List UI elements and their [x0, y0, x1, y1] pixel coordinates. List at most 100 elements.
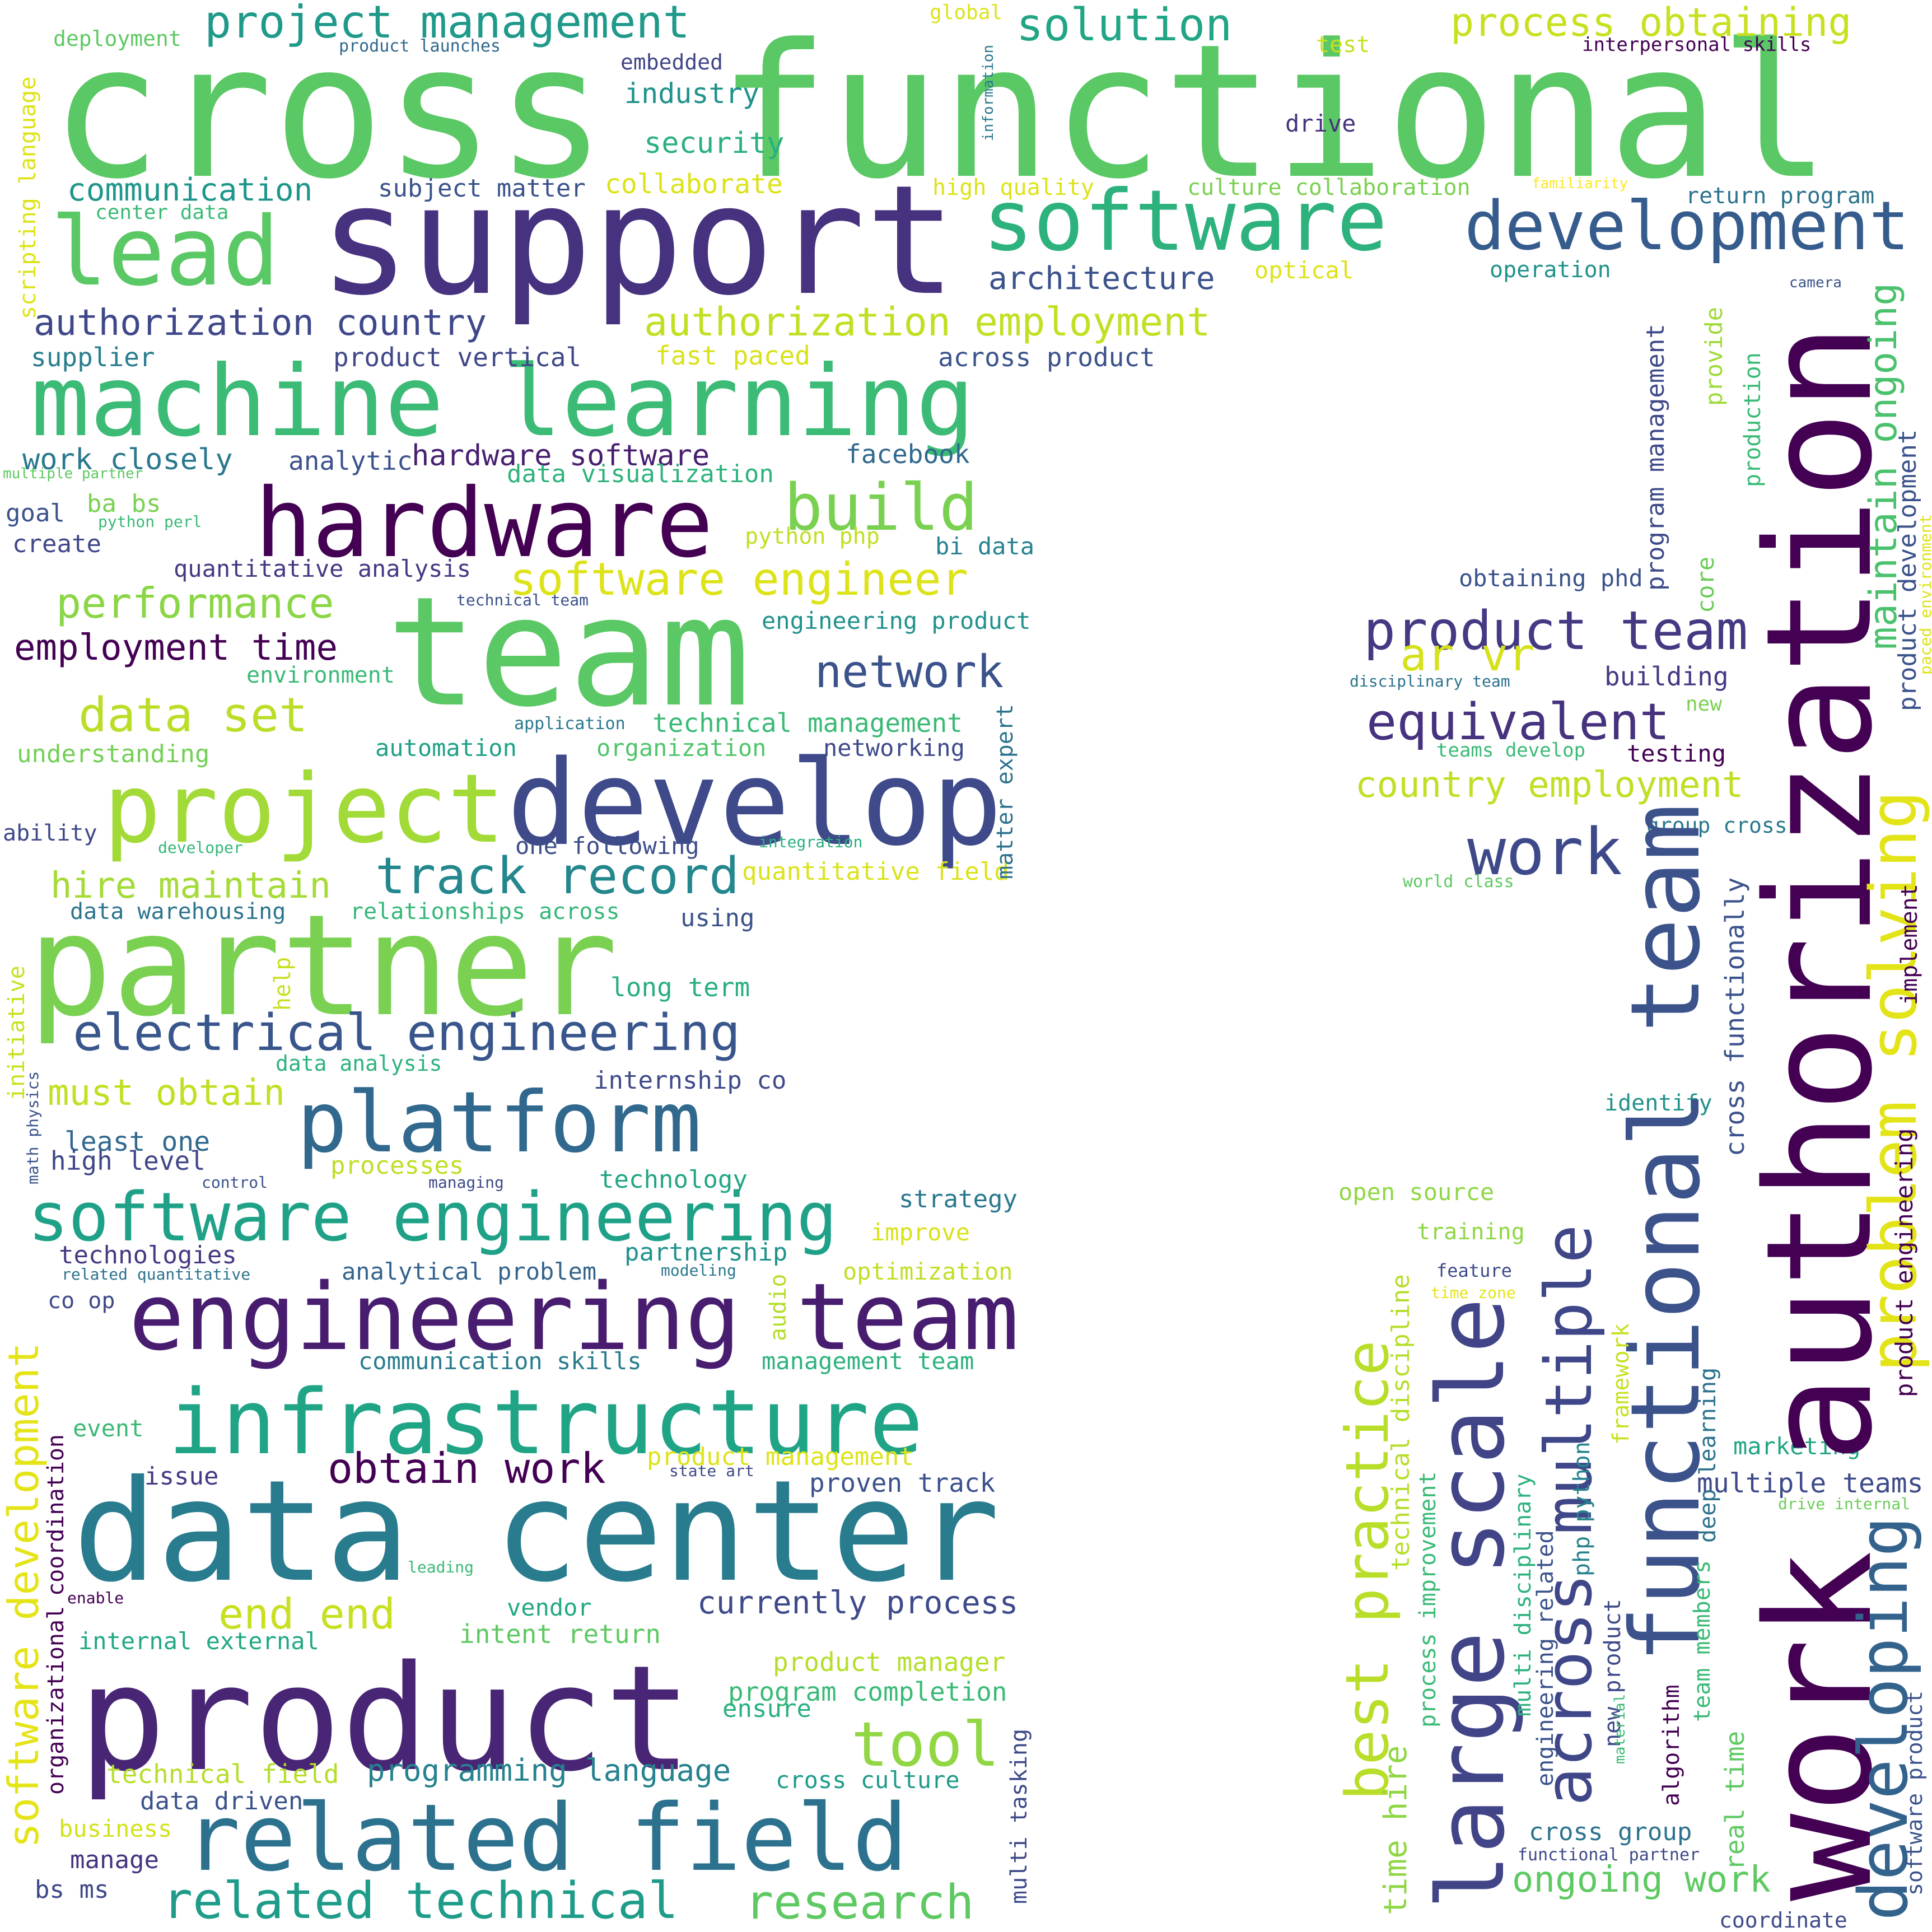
word-application: application: [514, 714, 626, 734]
word-understanding: understanding: [17, 740, 210, 768]
word-create: create: [12, 530, 101, 558]
word-hire-maintain: hire maintain: [50, 865, 331, 907]
word-related-field: related field: [185, 1784, 908, 1892]
word-cross-culture: cross culture: [776, 1766, 960, 1794]
word-php-python: php python: [1569, 1441, 1595, 1576]
word-engineering-product: engineering product: [762, 607, 1031, 634]
word-test: test: [1316, 32, 1370, 58]
word-cross-functional: cross functional: [50, 4, 1831, 220]
word-framework: framework: [1608, 1323, 1634, 1445]
word-multi-tasking: multi tasking: [1006, 1728, 1032, 1904]
word-across-product: across product: [938, 342, 1155, 372]
word-optical: optical: [1254, 256, 1354, 284]
word-obtain-work: obtain work: [328, 1444, 606, 1493]
word-center-data: center data: [95, 201, 229, 224]
word-paced-environment: paced environment: [1916, 514, 1932, 675]
word-product-vertical: product vertical: [333, 342, 582, 372]
word-architecture: architecture: [988, 260, 1215, 297]
word-infrastructure: infrastructure: [168, 1370, 923, 1474]
word-world-class: world class: [1403, 872, 1514, 892]
word-build: build: [784, 470, 978, 545]
word-optimization: optimization: [843, 1258, 1013, 1285]
word-relationships-across: relationships across: [350, 899, 620, 925]
word-high-level: high level: [50, 1146, 206, 1176]
word-one-following: one following: [515, 832, 699, 860]
word-program-management: program management: [1641, 324, 1670, 591]
word-lead: lead: [50, 197, 280, 307]
word-tool: tool: [851, 1709, 1000, 1780]
word-facebook: facebook: [846, 439, 970, 469]
word-teams-develop: teams develop: [1436, 739, 1586, 762]
word-managing: managing: [428, 1173, 504, 1192]
word-ongoing-work: ongoing work: [1512, 1859, 1771, 1901]
word-work-closely: work closely: [22, 443, 233, 477]
word-information: information: [980, 44, 997, 141]
word-country-employment: country employment: [1355, 764, 1744, 806]
word-testing: testing: [1627, 740, 1726, 767]
word-manage: manage: [70, 1846, 159, 1874]
word-industry: industry: [624, 77, 759, 110]
word-ability: ability: [3, 820, 97, 846]
word-networking: networking: [823, 734, 965, 762]
word-coordinate: coordinate: [1719, 1908, 1847, 1932]
word-software-product: software product: [1902, 1690, 1927, 1896]
word-equivalent: equivalent: [1366, 693, 1670, 752]
word-software-engineer: software engineer: [510, 553, 968, 605]
word-operation: operation: [1490, 257, 1611, 283]
word-fast-paced: fast paced: [655, 340, 810, 371]
word-cross-functionally: cross functionally: [1720, 877, 1750, 1157]
word-partner: partner: [28, 884, 618, 1047]
word-environment: environment: [246, 662, 395, 688]
word-multiple-partner: multiple partner: [3, 465, 143, 482]
word-end-end: end end: [218, 1589, 396, 1639]
word-familiarity: familiarity: [1532, 175, 1628, 192]
word-management-team: management team: [762, 1347, 974, 1375]
word-technologies: technologies: [59, 1241, 237, 1270]
word-python-php: python php: [745, 524, 880, 549]
word-network: network: [815, 646, 1004, 698]
word-technical-management: technical management: [652, 708, 963, 738]
word-must-obtain: must obtain: [48, 1072, 285, 1114]
word-technical-team: technical team: [456, 591, 589, 609]
word-issue: issue: [144, 1462, 219, 1491]
word-data-analysis: data analysis: [276, 1051, 442, 1076]
word-control: control: [202, 1173, 268, 1192]
word-implement: implement: [1897, 884, 1922, 1005]
word-algorithm: algorithm: [1659, 1684, 1684, 1806]
word-partnership: partnership: [624, 1238, 788, 1267]
word-open-source: open source: [1338, 1178, 1495, 1206]
word-quantitative-field: quantitative field: [742, 857, 1009, 886]
word-process-improvement: process improvement: [1415, 1471, 1441, 1728]
word-strategy: strategy: [899, 1185, 1018, 1214]
word-proven-track: proven track: [809, 1468, 996, 1498]
word-help: help: [270, 956, 296, 1011]
word-data-set: data set: [78, 688, 308, 743]
word-communication: communication: [67, 172, 313, 208]
word-long-term: long term: [610, 972, 750, 1002]
word-solution: solution: [1016, 0, 1233, 51]
word-audio: audio: [766, 1273, 791, 1341]
word-engineering-related: engineering related: [1533, 1530, 1558, 1786]
word-training: training: [1417, 1219, 1525, 1245]
word-data-center: data center: [73, 1450, 1000, 1613]
word-multi-disciplinary: multi disciplinary: [1510, 1473, 1536, 1716]
word-deep-learning: deep learning: [1695, 1367, 1721, 1543]
word-track-record: track record: [375, 847, 740, 906]
word-time-zone: time zone: [1431, 1284, 1516, 1302]
word-obtaining-phd: obtaining phd: [1459, 564, 1643, 592]
word-embedded: embedded: [620, 50, 724, 74]
word-software: software: [983, 172, 1388, 270]
word-disciplinary-team: disciplinary team: [1350, 672, 1510, 690]
word-technical-discipline: technical discipline: [1387, 1274, 1415, 1571]
word-work: work: [1467, 815, 1622, 890]
word-drive-internal: drive internal: [1778, 1495, 1911, 1513]
word-support: support: [319, 152, 956, 329]
word-subject-matter: subject matter: [378, 174, 586, 203]
word-leading: leading: [408, 1558, 474, 1576]
word-ar-vr: ar vr: [1400, 629, 1535, 681]
word-cross-group: cross group: [1529, 1818, 1692, 1846]
word-matter-expert: matter expert: [992, 703, 1018, 879]
word-drive: drive: [1285, 110, 1356, 137]
word-enable: enable: [67, 1589, 124, 1607]
word-culture-collaboration: culture collaboration: [1187, 175, 1471, 200]
